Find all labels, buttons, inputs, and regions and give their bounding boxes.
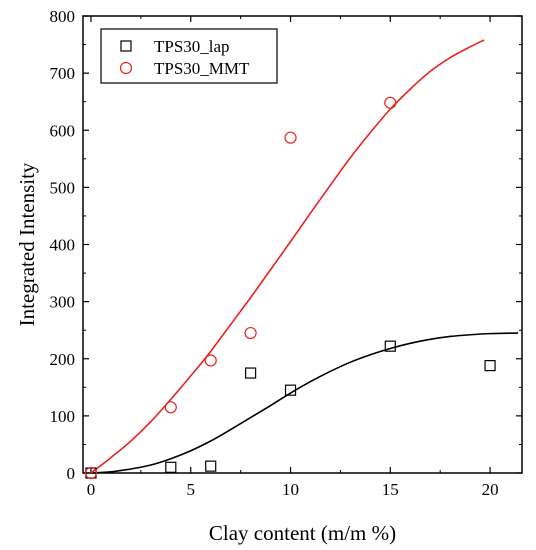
- legend-marker-square: [120, 40, 132, 52]
- y-tick-label: 700: [50, 64, 76, 83]
- fit-curves: [90, 39, 519, 474]
- x-tick-label: 20: [482, 480, 499, 499]
- data-point-mmt: [284, 131, 297, 144]
- x-tick-label: 10: [282, 480, 299, 499]
- data-point-lap: [484, 360, 496, 372]
- legend-label: TPS30_lap: [154, 37, 230, 56]
- y-tick-label: 200: [50, 350, 76, 369]
- y-tick-label: 400: [50, 236, 76, 255]
- y-tick-label: 0: [67, 464, 76, 483]
- data-point-lap: [284, 384, 297, 396]
- data-point-lap: [165, 461, 177, 473]
- y-tick-label: 100: [50, 407, 76, 426]
- data-point-lap: [384, 340, 396, 352]
- x-tick-label: 0: [87, 480, 96, 499]
- legend-box: [100, 28, 278, 84]
- y-tick-label: 300: [50, 293, 76, 312]
- data-point-mmt: [204, 354, 217, 367]
- plot-frame-rect: [82, 15, 523, 474]
- y-axis-label: Integrated Intensity: [15, 162, 39, 326]
- data-points: [84, 96, 496, 480]
- y-tick-label: 600: [50, 121, 76, 140]
- data-point-mmt: [384, 96, 397, 109]
- fit-curve-lap: [90, 332, 519, 474]
- fit-curve-mmt: [90, 39, 485, 474]
- data-point-mmt: [84, 466, 98, 480]
- data-point-mmt: [164, 401, 177, 414]
- data-point-lap: [205, 460, 217, 472]
- x-tick-label: 15: [382, 480, 399, 499]
- data-point-mmt: [244, 326, 257, 340]
- data-point-lap: [245, 367, 257, 379]
- y-tick-label: 800: [50, 7, 76, 26]
- legend-marker-circle: [119, 61, 133, 75]
- legend-label: TPS30_MMT: [154, 59, 250, 78]
- x-axis-label: Clay content (m/m %): [209, 521, 396, 545]
- y-tick-label: 500: [50, 178, 76, 197]
- legend: TPS30_lap TPS30_MMT: [100, 28, 278, 84]
- plot-frame: [82, 15, 523, 474]
- x-tick-label: 5: [187, 480, 196, 499]
